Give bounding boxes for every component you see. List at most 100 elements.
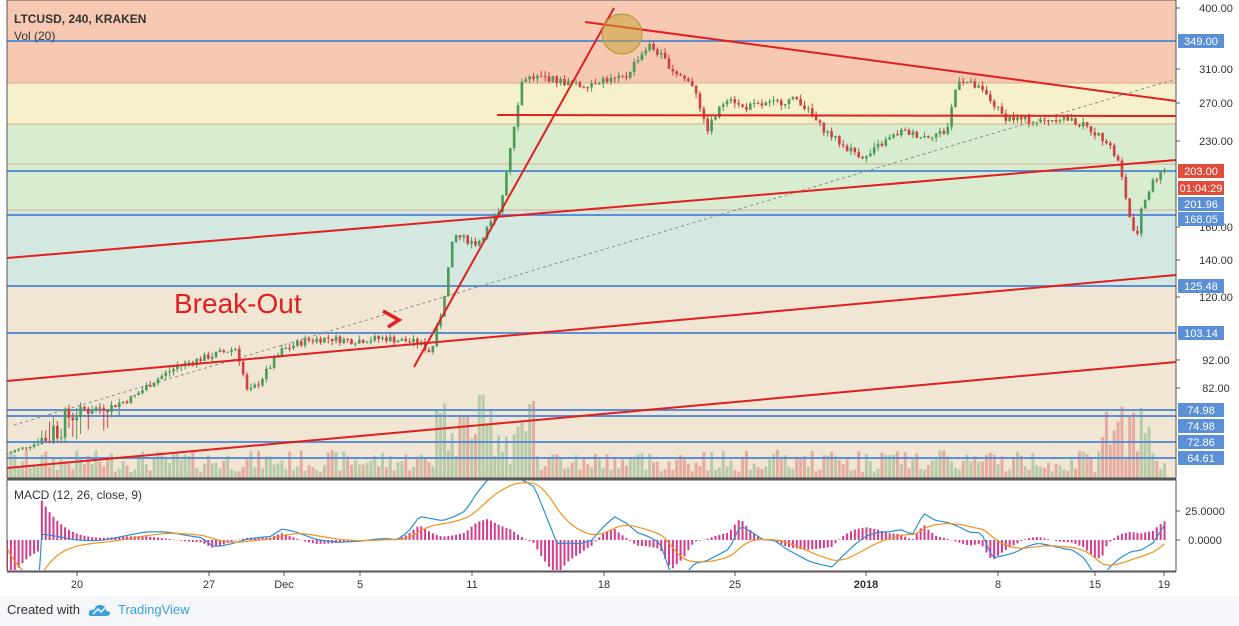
candle-body: [687, 78, 690, 82]
candle-body: [404, 338, 408, 342]
volume-bar: [686, 463, 690, 478]
candle-body: [1027, 116, 1031, 124]
price-scale[interactable]: 400.00310.00270.00230.00160.00140.00120.…: [1176, 0, 1239, 478]
volume-bar: [1008, 469, 1012, 478]
candle-body: [187, 362, 191, 364]
volume-bar: [477, 394, 481, 478]
candle-body: [532, 76, 535, 79]
volume-bar: [17, 466, 21, 478]
volume-bar: [493, 456, 497, 478]
volume-bar: [253, 467, 257, 478]
candle-body: [1163, 169, 1166, 172]
volume-bar: [880, 452, 884, 478]
descending-resistance-line[interactable]: [584, 21, 1176, 102]
volume-bar: [539, 469, 543, 478]
candle-body: [992, 101, 996, 107]
candle-body: [1016, 117, 1019, 121]
volume-bar: [98, 461, 102, 478]
volume-bar: [768, 459, 772, 478]
candle-body: [841, 144, 845, 146]
tradingview-cloud-icon[interactable]: [88, 602, 112, 618]
candle-body: [1074, 118, 1077, 125]
candle-body: [760, 103, 764, 106]
candle-body: [838, 135, 841, 145]
upper-channel-line[interactable]: [7, 159, 1176, 259]
volume-bar: [624, 465, 628, 478]
volume-bar: [357, 464, 361, 478]
candle-body: [559, 78, 562, 84]
candle-body: [942, 131, 946, 134]
volume-bar: [965, 454, 969, 478]
breakout-annotation: Break-Out: [174, 288, 302, 319]
candle-body: [21, 447, 24, 449]
candle-body: [652, 43, 655, 50]
volume-bar: [744, 451, 748, 478]
volume-bar: [1039, 466, 1043, 478]
price-badge-label: 168.05: [1184, 214, 1218, 226]
candle-body: [261, 379, 264, 386]
candle-body: [799, 98, 802, 106]
time-tick-label: 11: [466, 579, 477, 591]
volume-bar: [462, 415, 466, 478]
volume-bar: [392, 470, 396, 478]
price-badge-label: 125.48: [1184, 281, 1218, 293]
volume-bar: [466, 415, 470, 478]
time-axis[interactable]: 20 27 Dec 5 11 18 25 2018 8 15 19: [71, 572, 1170, 591]
candle-body: [443, 296, 446, 317]
volume-bar: [67, 462, 71, 478]
candle-body: [90, 410, 94, 414]
volume-bar: [764, 466, 768, 478]
horizontal-support-line[interactable]: [496, 114, 1176, 117]
volume-bar: [543, 466, 547, 478]
volume-bar: [1128, 415, 1132, 478]
candle-body: [659, 52, 663, 55]
candle-body: [648, 43, 651, 51]
middle-channel-line[interactable]: [7, 274, 1176, 382]
candle-body: [1012, 117, 1015, 121]
macd-scale[interactable]: 25.0000 0.0000: [1176, 506, 1225, 547]
fib-zones: [7, 0, 1176, 478]
volume-bar: [361, 464, 365, 478]
candle-body: [323, 337, 326, 343]
lower-channel-line[interactable]: [7, 361, 1176, 469]
volume-bar: [713, 469, 717, 478]
candle-body: [745, 106, 748, 110]
volume-bar: [110, 453, 114, 478]
volume-bar: [915, 453, 919, 478]
volume-bar: [663, 469, 667, 478]
candle-body: [803, 105, 806, 109]
tradingview-link[interactable]: TradingView: [118, 602, 190, 617]
chart-svg[interactable]: Break-Out LTCUSD, 240, KRAKEN Vol (20) M…: [0, 0, 1239, 596]
candle-body: [1124, 176, 1128, 199]
volume-bar: [1155, 460, 1159, 478]
volume-bar: [864, 454, 868, 478]
candle-body: [102, 408, 106, 411]
volume-bar: [20, 461, 24, 478]
time-tick-label: 25: [729, 579, 741, 591]
volume-bar: [199, 471, 203, 478]
fib-zone: [7, 210, 1176, 286]
volume-bar: [551, 454, 555, 478]
candle-body: [357, 339, 361, 344]
price-badge: [1178, 435, 1224, 449]
candle-body: [598, 83, 601, 85]
volume-bar: [431, 466, 435, 478]
candle-body: [830, 131, 833, 138]
volume-bar: [373, 455, 377, 478]
volume-bar: [706, 470, 710, 478]
breakout-trend-line[interactable]: [413, 7, 615, 368]
candle-body: [1089, 126, 1093, 133]
candle-body: [94, 407, 98, 411]
price-tick-label: 82.00: [1202, 383, 1230, 395]
volume-bar: [923, 469, 927, 478]
volume-bar: [1159, 469, 1163, 478]
volume-bar: [214, 462, 218, 478]
volume-bar: [315, 469, 319, 478]
candle-body: [1155, 179, 1159, 181]
price-badge: [1178, 164, 1224, 178]
volume-bar: [415, 456, 419, 478]
candle-body: [98, 407, 102, 409]
volume-bar: [833, 455, 837, 478]
candle-body: [1132, 217, 1135, 231]
volume-bar: [168, 462, 172, 478]
